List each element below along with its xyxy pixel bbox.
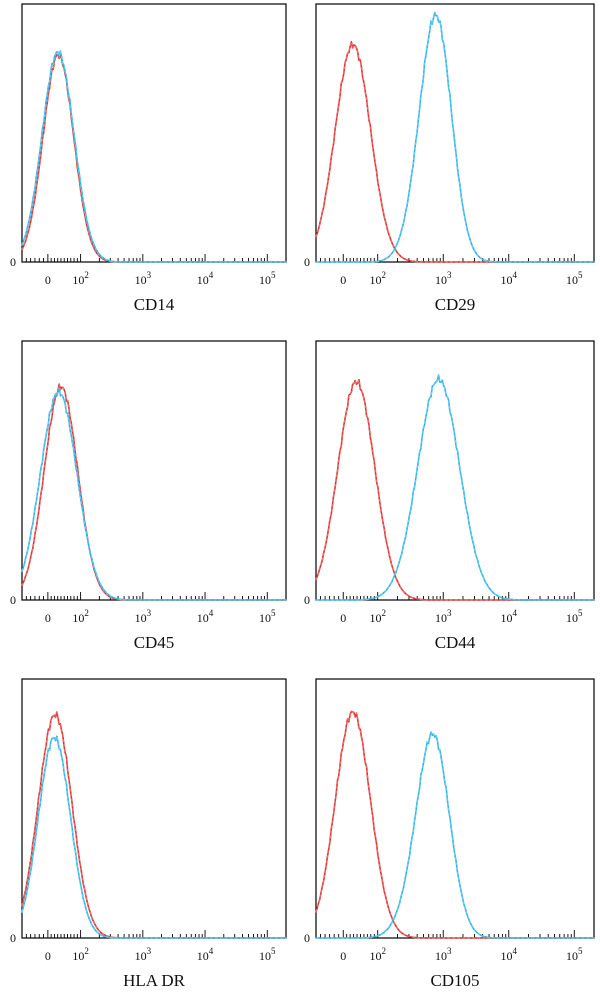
x-tick-label: 104 bbox=[197, 270, 214, 287]
histogram-control-line bbox=[315, 378, 595, 601]
histogram-marker-dash bbox=[21, 736, 286, 939]
y-tick-label: 0 bbox=[304, 931, 310, 945]
x-tick-label: 103 bbox=[135, 608, 152, 625]
histogram-panel-1: 0 0 102 103 104 105 CD14 bbox=[10, 3, 287, 314]
histogram-control-dash bbox=[315, 378, 594, 601]
x-tick-label: 105 bbox=[259, 270, 276, 287]
x-tick-label: 105 bbox=[566, 946, 583, 963]
plot-frame bbox=[315, 3, 595, 263]
x-tick-label: 103 bbox=[135, 946, 152, 963]
x-tick-label: 104 bbox=[197, 608, 214, 625]
histogram-marker-line bbox=[21, 735, 287, 939]
x-tick-label: 102 bbox=[369, 608, 386, 625]
y-tick-label: 0 bbox=[10, 931, 16, 945]
x-axis-title: CD45 bbox=[134, 633, 175, 652]
x-tick-label: 105 bbox=[259, 608, 276, 625]
histogram-control-dash bbox=[315, 710, 594, 939]
histogram-marker-line bbox=[21, 387, 287, 601]
x-tick-label: 105 bbox=[566, 608, 583, 625]
x-tick-label: 103 bbox=[435, 270, 452, 287]
x-tick-label: 102 bbox=[72, 270, 89, 287]
plot-frame bbox=[315, 340, 595, 601]
x-tick-label: 103 bbox=[435, 608, 452, 625]
histogram-control-line bbox=[21, 711, 287, 939]
x-tick-label: 103 bbox=[435, 946, 452, 963]
histogram-control-dash bbox=[21, 711, 286, 939]
x-tick-label: 103 bbox=[135, 270, 152, 287]
x-tick-label: 104 bbox=[501, 270, 518, 287]
x-tick-label: 0 bbox=[45, 273, 51, 287]
x-axis-title: CD14 bbox=[134, 295, 175, 314]
histogram-marker-dash bbox=[316, 11, 594, 263]
x-tick-label: 102 bbox=[369, 946, 386, 963]
x-tick-label: 104 bbox=[501, 946, 518, 963]
x-tick-label: 104 bbox=[197, 946, 214, 963]
histogram-control-line bbox=[315, 710, 595, 939]
histogram-marker-dash bbox=[316, 730, 594, 939]
y-tick-label: 0 bbox=[304, 593, 310, 607]
x-tick-label: 102 bbox=[72, 946, 89, 963]
histogram-control-line bbox=[21, 383, 287, 601]
x-tick-label: 0 bbox=[340, 273, 346, 287]
histogram-marker-line bbox=[315, 731, 595, 939]
x-axis-title: CD105 bbox=[430, 971, 479, 990]
histogram-panel-2: 0 0 102 103 104 105 CD29 bbox=[304, 3, 595, 314]
histogram-marker-line bbox=[315, 374, 595, 601]
histogram-control-dash bbox=[21, 53, 286, 263]
x-axis-title: CD44 bbox=[435, 633, 476, 652]
plot-frame bbox=[21, 340, 287, 601]
histogram-control-line bbox=[21, 52, 287, 263]
y-tick-label: 0 bbox=[10, 593, 16, 607]
x-tick-label: 105 bbox=[259, 946, 276, 963]
x-tick-label: 0 bbox=[340, 611, 346, 625]
x-tick-label: 104 bbox=[501, 608, 518, 625]
plot-frame bbox=[21, 3, 287, 263]
y-tick-label: 0 bbox=[10, 255, 16, 269]
x-tick-label: 102 bbox=[369, 270, 386, 287]
histogram-panel-5: 0 0 102 103 104 105 HLA DR bbox=[10, 678, 287, 990]
plot-frame bbox=[21, 678, 287, 939]
histogram-marker-dash bbox=[316, 374, 594, 601]
histogram-control-dash bbox=[315, 41, 594, 263]
histogram-panel-3: 0 0 102 103 104 105 CD45 bbox=[10, 340, 287, 652]
histogram-control-line bbox=[315, 41, 595, 263]
x-axis-title: CD29 bbox=[435, 295, 476, 314]
x-tick-label: 0 bbox=[340, 949, 346, 963]
histogram-control-dash bbox=[21, 384, 286, 601]
x-axis-title: HLA DR bbox=[123, 971, 186, 990]
histogram-marker-line bbox=[21, 50, 287, 263]
histogram-panel-4: 0 0 102 103 104 105 CD44 bbox=[304, 340, 595, 652]
histogram-panel-6: 0 0 102 103 104 105 CD105 bbox=[304, 678, 595, 990]
x-tick-label: 105 bbox=[566, 270, 583, 287]
x-tick-label: 102 bbox=[72, 608, 89, 625]
x-tick-label: 0 bbox=[45, 611, 51, 625]
histogram-marker-dash bbox=[21, 388, 286, 601]
x-tick-label: 0 bbox=[45, 949, 51, 963]
y-tick-label: 0 bbox=[304, 255, 310, 269]
histogram-marker-dash bbox=[21, 51, 286, 263]
histogram-marker-line bbox=[315, 11, 595, 263]
